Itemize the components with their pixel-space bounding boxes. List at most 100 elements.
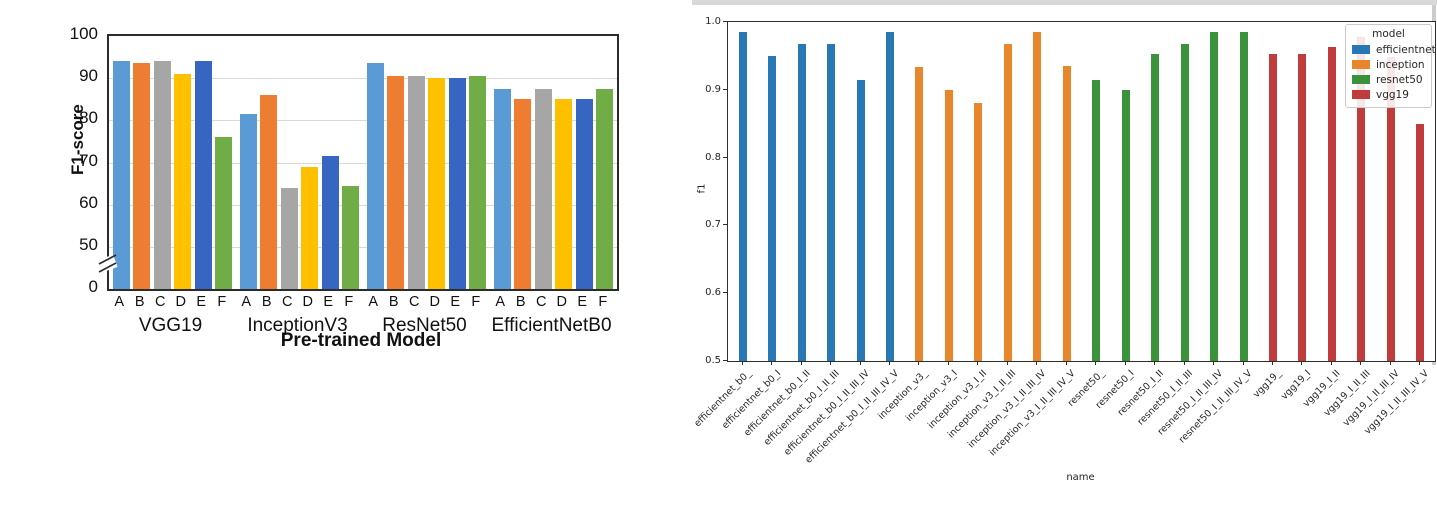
bar-inception_v3_ bbox=[915, 67, 924, 361]
y-tick-mark-0.5 bbox=[723, 360, 727, 361]
bar-resnet50_I_II bbox=[1151, 53, 1160, 361]
bar-InceptionV3-E bbox=[321, 156, 339, 289]
bar-VGG19-C bbox=[153, 61, 171, 289]
y-tick-label-0.7: 0.7 bbox=[705, 219, 721, 231]
y-tick-mark-0.6 bbox=[723, 292, 727, 294]
bar-efficientnet_b0_I_II bbox=[797, 43, 806, 361]
left-y-tick-labels: 0 50 60 70 80 90 100 bbox=[0, 0, 100, 516]
axis-break-icon bbox=[98, 254, 118, 273]
left-x-tick-labels: A B C D E F VGG19 A B C D E F InceptionV3 A B C D E F ResNet… bbox=[0, 0, 688, 516]
legend: model efficientnet inception resnet50 vgg19 bbox=[1345, 24, 1436, 108]
left-plot-area bbox=[107, 34, 619, 291]
y-tick-label-0.8: 0.8 bbox=[705, 151, 721, 163]
y-tick-label-0.9: 0.9 bbox=[705, 83, 721, 95]
window-top-edge bbox=[692, 0, 1437, 5]
bar-ResNet50-C bbox=[407, 76, 425, 289]
bar-efficientnet_b0_I_II_III_IV bbox=[856, 79, 865, 361]
x-tick-label-VGG19-D: D bbox=[175, 294, 186, 310]
bar-efficientnet_b0_I bbox=[768, 55, 777, 361]
bar-vgg19_I_II_III_IV bbox=[1386, 57, 1395, 361]
y-tick-label-1.0: 1.0 bbox=[705, 16, 721, 27]
y-tick-label-50: 50 bbox=[79, 235, 98, 254]
gridline-80 bbox=[109, 120, 617, 122]
x-tick-mark-resnet50_I bbox=[1124, 361, 1126, 365]
bar-VGG19-F bbox=[215, 137, 233, 289]
group-label-ResNet50: ResNet50 bbox=[382, 315, 467, 336]
x-tick-label-EfficientNetB0-F: F bbox=[598, 294, 608, 310]
bar-resnet50_I_II_III bbox=[1180, 43, 1189, 361]
x-tick-mark-inception_v3_ bbox=[918, 361, 920, 365]
legend-label-efficientnet: efficientnet bbox=[1376, 43, 1436, 56]
bar-efficientnet_b0_ bbox=[738, 32, 747, 361]
bar-ResNet50-D bbox=[428, 78, 446, 289]
x-tick-mark-inception_v3_I_II_III_IV bbox=[1036, 361, 1038, 365]
y-tick-mark-1.0 bbox=[723, 21, 727, 22]
x-tick-mark-vgg19_I_II_III bbox=[1360, 361, 1362, 365]
legend-label-inception: inception bbox=[1376, 58, 1425, 71]
left-x-axis-title: Pre-trained Model bbox=[280, 330, 442, 351]
x-tick-label-InceptionV3-F: F bbox=[344, 294, 354, 310]
group-label-InceptionV3: InceptionV3 bbox=[247, 315, 348, 336]
x-tick-mark-efficientnet_b0_I_II_III bbox=[830, 361, 832, 365]
legend-entry-inception: inception bbox=[1352, 57, 1425, 72]
right-y-tick-labels: 0.5 0.6 0.7 0.8 0.9 1.0 bbox=[690, 0, 1437, 516]
bar-VGG19-E bbox=[194, 61, 212, 289]
legend-entry-vgg19: vgg19 bbox=[1352, 87, 1425, 102]
bar-InceptionV3-D bbox=[301, 166, 319, 289]
x-tick-mark-inception_v3_I bbox=[947, 361, 949, 365]
x-tick-label-VGG19-B: B bbox=[134, 294, 145, 310]
x-tick-label-InceptionV3-C: C bbox=[282, 294, 293, 310]
bar-VGG19-A bbox=[112, 61, 130, 289]
y-tick-label-60: 60 bbox=[79, 192, 98, 212]
bar-vgg19_I_II bbox=[1327, 47, 1336, 361]
bar-VGG19-D bbox=[174, 73, 192, 289]
bar-InceptionV3-F bbox=[342, 185, 360, 289]
bar-inception_v3_I_II_III bbox=[1003, 44, 1012, 361]
x-tick-mark-vgg19_I_II_III_IV bbox=[1389, 361, 1391, 365]
bar-ResNet50-E bbox=[448, 78, 466, 289]
gridline-90 bbox=[109, 78, 617, 80]
bar-inception_v3_I bbox=[944, 89, 953, 361]
legend-entry-resnet50: resnet50 bbox=[1352, 72, 1425, 87]
bar-EfficientNetB0-D bbox=[555, 99, 573, 289]
x-tick-mark-efficientnet_b0_ bbox=[741, 361, 743, 365]
x-tick-mark-resnet50_I_II_III bbox=[1183, 361, 1185, 365]
bar-vgg19_I_II_III bbox=[1357, 36, 1366, 361]
x-tick-mark-vgg19_ bbox=[1271, 361, 1273, 365]
bar-resnet50_I bbox=[1121, 89, 1130, 361]
x-tick-mark-resnet50_I_II_III_IV bbox=[1213, 361, 1215, 365]
right-x-axis-title: name bbox=[1066, 472, 1095, 483]
bar-efficientnet_b0_I_II_III_IV_V bbox=[886, 32, 895, 361]
bar-inception_v3_I_II_III_IV_V bbox=[1062, 66, 1071, 361]
bar-EfficientNetB0-A bbox=[493, 88, 511, 289]
x-tick-label-InceptionV3-D: D bbox=[302, 294, 313, 310]
legend-swatch-efficientnet bbox=[1352, 45, 1370, 54]
x-tick-mark-inception_v3_I_II_III_IV_V bbox=[1065, 361, 1067, 365]
right-x-tick-labels: efficientnet_b0_ efficientnet_b0_I efficie… bbox=[690, 0, 1437, 516]
x-tick-label-ResNet50-C: C bbox=[409, 294, 420, 310]
legend-label-vgg19: vgg19 bbox=[1376, 88, 1409, 101]
x-tick-label-EfficientNetB0-D: D bbox=[556, 294, 567, 310]
gridline-70 bbox=[109, 162, 617, 164]
x-tick-label-EfficientNetB0-C: C bbox=[536, 294, 547, 310]
legend-label-resnet50: resnet50 bbox=[1376, 73, 1423, 86]
legend-rows: efficientnet inception resnet50 vgg19 bbox=[1352, 42, 1436, 102]
legend-swatch-vgg19 bbox=[1352, 90, 1370, 99]
x-tick-mark-vgg19_I bbox=[1301, 361, 1303, 365]
x-tick-label-VGG19-E: E bbox=[196, 294, 207, 310]
x-tick-mark-efficientnet_b0_I_II_III_IV_V bbox=[889, 361, 891, 365]
bar-EfficientNetB0-E bbox=[575, 99, 593, 289]
y-tick-mark-0.9 bbox=[723, 88, 727, 90]
bar-EfficientNetB0-F bbox=[596, 88, 614, 289]
x-tick-mark-efficientnet_b0_I_II_III_IV bbox=[859, 361, 861, 365]
x-tick-label-InceptionV3-E: E bbox=[323, 294, 334, 310]
y-tick-mark-0.8 bbox=[723, 156, 727, 158]
x-tick-label-EfficientNetB0-B: B bbox=[515, 294, 526, 310]
bar-EfficientNetB0-B bbox=[514, 99, 532, 289]
x-tick-label-ResNet50-D: D bbox=[429, 294, 440, 310]
bar-InceptionV3-B bbox=[260, 95, 278, 289]
x-tick-label-VGG19-F: F bbox=[217, 294, 227, 310]
y-tick-label-90: 90 bbox=[79, 66, 98, 86]
left-f1-grouped-bar-chart: F1-score 0 50 60 70 80 90 100 A B C D E F VGG19 A B C D E… bbox=[0, 0, 688, 516]
